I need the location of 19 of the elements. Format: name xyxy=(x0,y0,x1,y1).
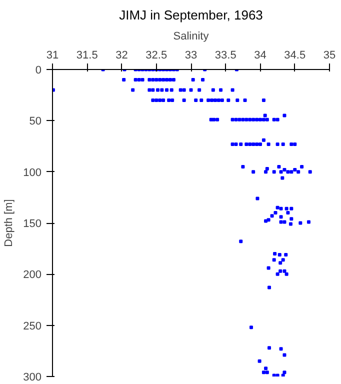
x-tick-label: 32 xyxy=(116,50,128,62)
y-tick-label: 300 xyxy=(23,372,42,384)
y-tick-label: 100 xyxy=(23,166,42,179)
y-tick-label: 50 xyxy=(29,116,42,128)
y-tick-label: 250 xyxy=(23,320,42,332)
y-tick-label: 0 xyxy=(35,64,42,76)
x-tick-label: 34.5 xyxy=(284,50,306,62)
y-tick-label: 200 xyxy=(23,269,42,282)
x-tick-label: 31 xyxy=(46,50,59,62)
x-tick-label: 34 xyxy=(254,50,266,62)
x-tick-label: 35 xyxy=(323,50,336,62)
x-tick-label: 31.5 xyxy=(76,50,98,62)
chart-title: JIMJ in September, 1963 xyxy=(119,8,263,22)
x-tick-label: 33 xyxy=(184,50,198,62)
x-tick-label: 32.5 xyxy=(146,50,168,62)
x-axis-title: Salinity xyxy=(173,30,210,42)
y-axis-title: Depth [m] xyxy=(3,199,16,247)
x-tick-label: 33.5 xyxy=(214,50,236,62)
y-tick-label: 150 xyxy=(23,218,42,230)
